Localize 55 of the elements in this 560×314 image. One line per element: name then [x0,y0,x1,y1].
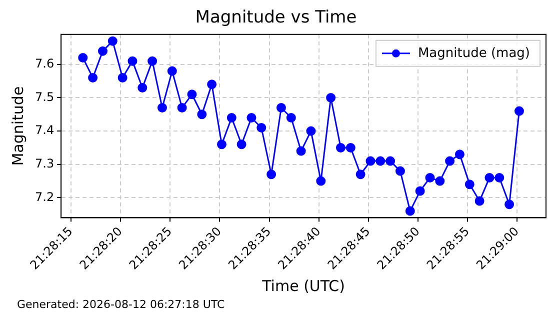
y-tick-label: 7.4 [34,123,54,138]
point [445,156,455,166]
point [207,80,217,90]
point [464,180,474,190]
point [386,156,396,166]
point [425,172,435,182]
point [266,170,276,180]
point [88,72,98,82]
y-axis-title: Magnitude [8,86,27,166]
legend-label: Magnitude (mag) [418,46,530,61]
point [177,102,187,112]
point [395,166,405,176]
point [454,150,464,160]
text: Generated: 2026-08-12 06:27:18 UTC [17,298,225,311]
point [276,102,286,112]
point [108,36,118,46]
point [356,170,366,180]
point [306,126,316,136]
point [504,200,514,210]
y-tick-label: 7.5 [34,90,54,104]
point [148,56,158,66]
point [246,112,256,122]
point [346,142,356,152]
point [494,172,504,182]
y-tick-label: 7.3 [34,156,54,171]
point [405,206,415,216]
point [128,56,138,66]
point [157,102,167,112]
point [366,156,376,166]
point [197,110,207,120]
point [98,46,108,56]
point [216,140,226,150]
point [78,52,88,62]
point [326,92,336,102]
x-axis-title: Time (UTC) [261,276,346,295]
point [256,122,266,132]
point [336,142,346,152]
point [514,106,524,116]
point [286,112,296,122]
point [435,176,445,186]
point [316,176,326,186]
point [296,146,306,156]
y-tick-label: 7.6 [34,56,54,71]
point [118,72,128,82]
point [415,186,425,196]
point [167,66,177,76]
point [376,156,386,166]
point [187,90,197,100]
point [226,112,236,122]
point [236,140,246,150]
y-tick-label: 7.2 [34,190,54,204]
point [484,172,494,182]
point [138,82,148,92]
chart-title: Magnitude vs Time [195,8,357,28]
point [474,196,484,206]
